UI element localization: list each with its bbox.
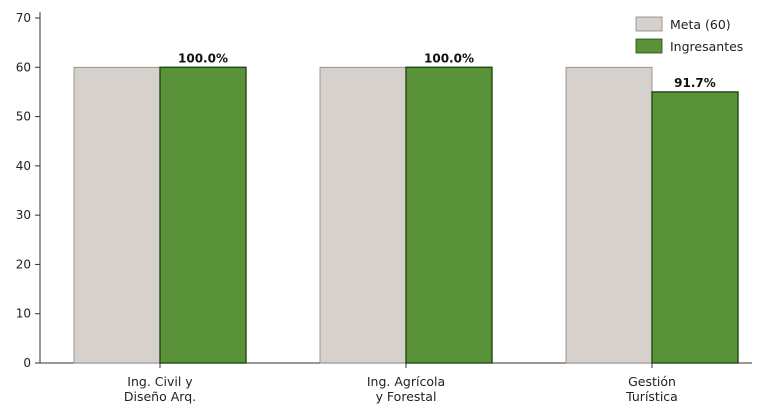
y-tick-label: 30 <box>16 208 31 222</box>
y-tick-label: 10 <box>16 307 31 321</box>
x-tick-label: Ing. Agrícola <box>367 374 445 389</box>
x-tick-label: Turística <box>625 389 678 404</box>
y-tick-label: 50 <box>16 110 31 124</box>
y-tick-label: 0 <box>23 356 31 370</box>
y-tick-label: 60 <box>16 60 31 74</box>
bar-ingresantes <box>651 91 739 364</box>
data-label: 100.0% <box>424 51 474 65</box>
x-tick-label: Gestión <box>628 374 676 389</box>
legend-swatch <box>635 16 663 32</box>
data-label: 91.7% <box>674 76 716 90</box>
bar-meta <box>565 66 653 364</box>
data-label: 100.0% <box>178 51 228 65</box>
y-tick-label: 70 <box>16 11 31 25</box>
y-tick-label: 20 <box>16 257 31 271</box>
bar-meta <box>319 66 407 364</box>
y-tick-label: 40 <box>16 159 31 173</box>
bar-ingresantes <box>159 66 247 364</box>
x-tick-label: Diseño Arq. <box>124 389 196 404</box>
legend-label: Ingresantes <box>670 39 743 54</box>
bar-meta <box>73 66 161 364</box>
x-tick-label: y Forestal <box>376 389 437 404</box>
x-tick-label: Ing. Civil y <box>127 374 193 389</box>
legend-label: Meta (60) <box>670 17 731 32</box>
bar-ingresantes <box>405 66 493 364</box>
legend-swatch <box>635 38 663 54</box>
